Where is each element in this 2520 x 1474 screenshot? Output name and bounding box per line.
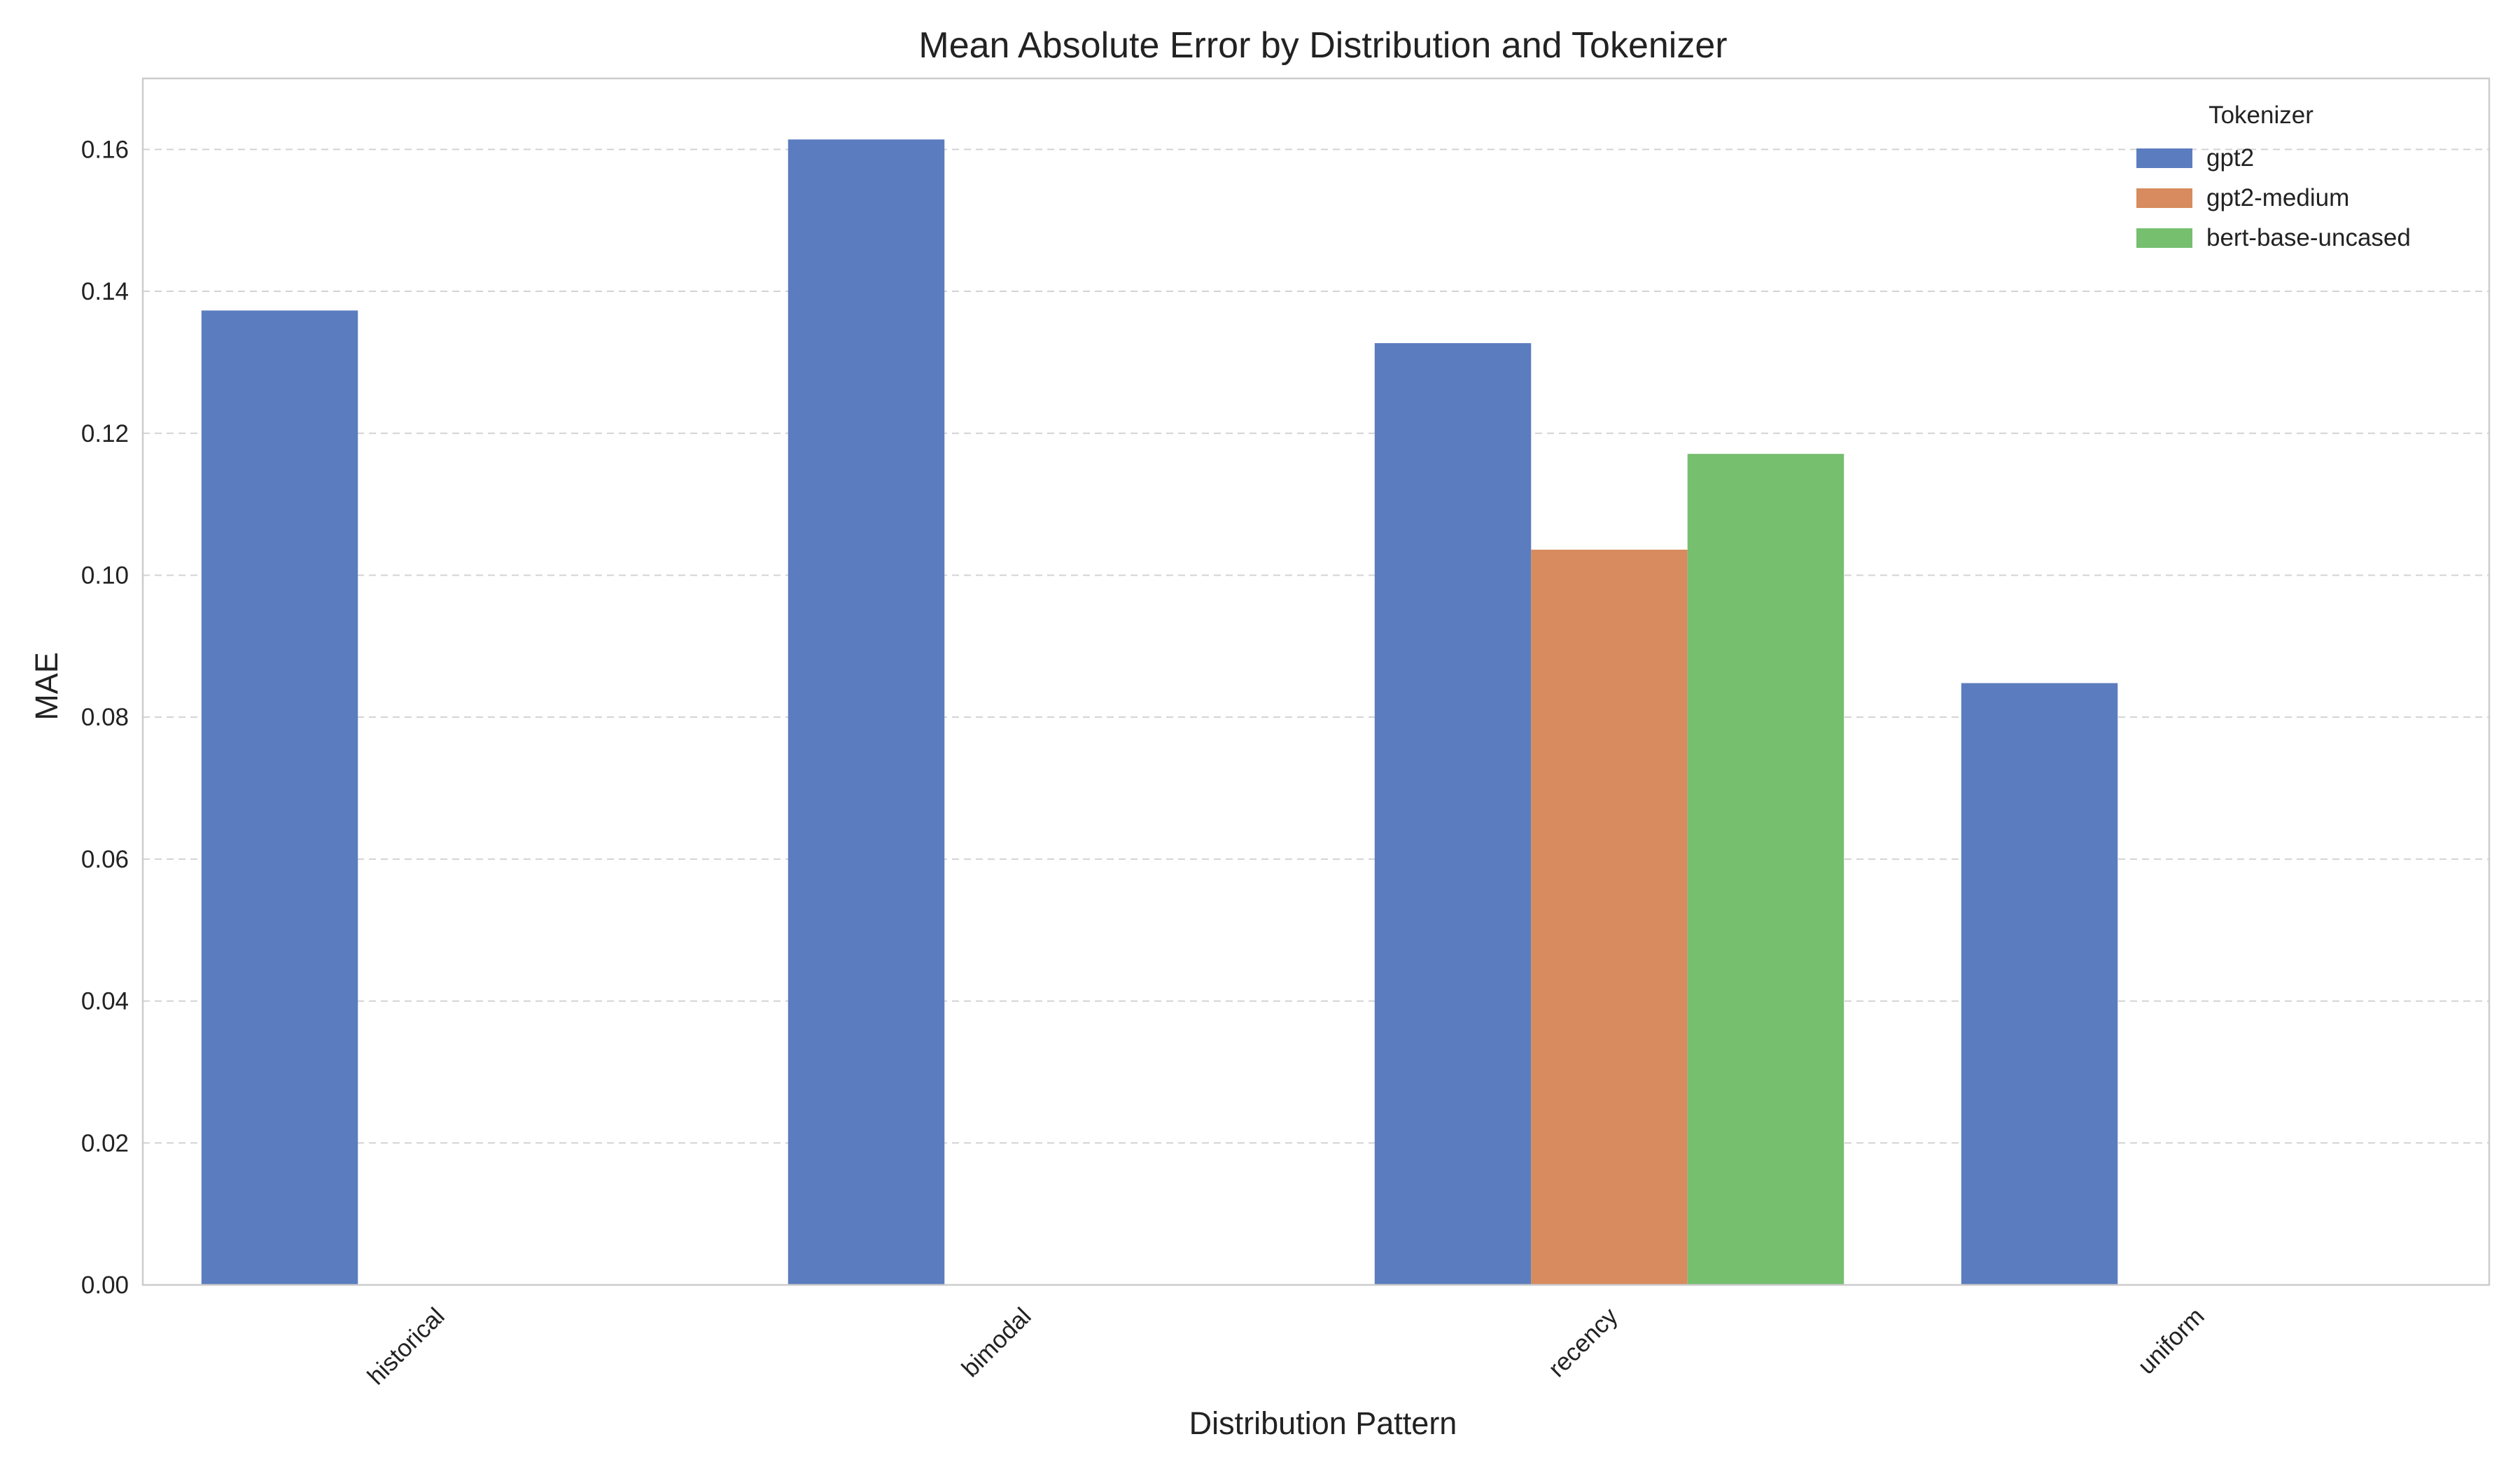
y-tick-label: 0.10: [81, 562, 129, 589]
bar-gpt2-historical: [201, 310, 358, 1286]
chart-title: Mean Absolute Error by Distribution and …: [918, 25, 1727, 66]
legend-title: Tokenizer: [2208, 102, 2314, 129]
bar-bert-base-uncased-recency: [1687, 454, 1844, 1286]
y-tick-label: 0.08: [81, 704, 129, 731]
legend-label: bert-base-uncased: [2206, 224, 2411, 251]
y-tick-labels: 0.00 0.02 0.04 0.06 0.08 0.10 0.12 0.14 0.16: [81, 136, 129, 1299]
x-axis-label: Distribution Pattern: [1189, 1405, 1457, 1441]
y-tick-label: 0.12: [81, 420, 129, 447]
y-tick-label: 0.16: [81, 136, 129, 163]
legend-items: gpt2 gpt2-medium bert-base-uncased: [2136, 144, 2411, 251]
legend-label: gpt2: [2206, 144, 2254, 172]
bar-gpt2-bimodal: [788, 139, 945, 1285]
y-axis-label: MAE: [29, 652, 64, 721]
legend-swatch-bert-base-uncased: [2136, 228, 2192, 248]
y-tick-label: 0.04: [81, 988, 129, 1015]
y-tick-label: 0.06: [81, 846, 129, 873]
bar-gpt2-uniform: [1961, 683, 2118, 1285]
bar-gpt2-recency: [1374, 343, 1532, 1285]
bar-gpt2-medium-recency: [1531, 549, 1688, 1285]
bars: [201, 139, 2118, 1286]
legend-swatch-gpt2: [2136, 148, 2192, 168]
y-tick-label: 0.14: [81, 278, 129, 305]
y-tick-label: 0.02: [81, 1129, 129, 1157]
legend-swatch-gpt2-medium: [2136, 188, 2192, 208]
legend-label: gpt2-medium: [2206, 184, 2349, 211]
y-tick-label: 0.00: [81, 1272, 129, 1299]
plot-frame: [141, 77, 2491, 1286]
legend: Tokenizer gpt2 gpt2-medium bert-base-uncas…: [2136, 102, 2411, 251]
